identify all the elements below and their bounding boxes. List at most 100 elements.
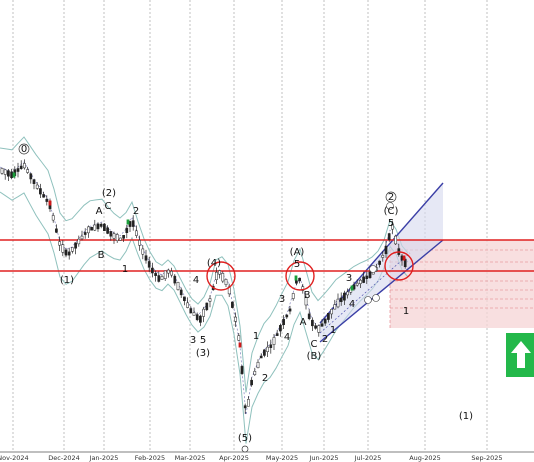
candle-body bbox=[359, 279, 362, 284]
candle-body bbox=[275, 333, 279, 336]
candle-body bbox=[131, 220, 135, 227]
candle-body bbox=[71, 247, 74, 252]
wave-label: (B) bbox=[307, 351, 322, 362]
candle-body bbox=[176, 282, 180, 290]
candle-body bbox=[336, 298, 340, 308]
candle-body bbox=[394, 235, 397, 245]
candle-body bbox=[58, 241, 61, 246]
signal-arrow bbox=[506, 333, 534, 377]
wave-label: 4 bbox=[284, 332, 290, 343]
candle-body bbox=[67, 251, 71, 256]
wave-label: 4 bbox=[349, 299, 355, 310]
candle-body bbox=[346, 291, 349, 296]
candle-body bbox=[189, 308, 193, 314]
candle-body bbox=[323, 318, 327, 324]
candle-body bbox=[333, 304, 337, 310]
wave-label: (3) bbox=[196, 348, 210, 359]
tick-label: Jun-2025 bbox=[308, 454, 338, 462]
candle-body bbox=[295, 280, 298, 284]
candle-body bbox=[195, 314, 199, 321]
candle-body bbox=[291, 293, 295, 299]
mini-marker bbox=[364, 296, 372, 304]
wave-label: B bbox=[304, 290, 311, 301]
candle-body bbox=[298, 277, 301, 282]
candle-body bbox=[29, 173, 33, 180]
candle-body bbox=[16, 168, 20, 172]
signal-marker bbox=[126, 219, 130, 225]
candle-body bbox=[307, 313, 311, 319]
candle-body bbox=[77, 238, 81, 245]
candle-body bbox=[327, 312, 330, 320]
candle-body bbox=[282, 318, 285, 326]
candle-body bbox=[387, 233, 391, 241]
candle-body bbox=[3, 169, 7, 175]
candle-body bbox=[208, 298, 212, 302]
candle-body bbox=[320, 323, 324, 327]
candle-body bbox=[0, 168, 4, 174]
candle-body bbox=[10, 171, 13, 179]
channel-fill bbox=[320, 183, 443, 342]
wave-labels: 0(1)AB(2)C12(4)43 5(3)(5)12(A)53 B4AC(B)12… bbox=[18, 143, 473, 453]
candle-body bbox=[362, 276, 365, 283]
wave-label: 3 bbox=[279, 294, 285, 305]
candle-body bbox=[74, 242, 77, 249]
wave-label: B bbox=[98, 250, 105, 261]
tick-label: Nov-2024 bbox=[0, 454, 29, 462]
candle-body bbox=[183, 296, 186, 302]
candle-body bbox=[23, 163, 26, 169]
tick-label: Dec-2024 bbox=[48, 454, 79, 462]
candle-body bbox=[163, 270, 167, 279]
candle-body bbox=[237, 335, 241, 341]
candle-body bbox=[87, 226, 90, 234]
candle-body bbox=[317, 325, 321, 333]
candle-body bbox=[141, 248, 145, 255]
candle-body bbox=[240, 366, 244, 374]
candle-body bbox=[266, 346, 269, 352]
wave-ring bbox=[385, 191, 397, 203]
x-axis: Nov-2024 Dec-2024 Jan-2025 Feb-2025 Mar-2025… bbox=[0, 451, 534, 462]
tick-label: Jul-2025 bbox=[354, 454, 382, 462]
mini-marker bbox=[369, 265, 377, 273]
candle-body bbox=[221, 273, 225, 282]
resistance-lines bbox=[0, 239, 534, 272]
tick-label: Apr-2025 bbox=[219, 454, 249, 462]
candle-body bbox=[279, 325, 282, 332]
candle-body bbox=[119, 237, 122, 241]
signal-marker bbox=[402, 255, 406, 261]
mini-marker bbox=[386, 202, 394, 210]
candle-body bbox=[339, 297, 343, 302]
candle-body bbox=[218, 270, 221, 275]
wave-ring bbox=[18, 143, 30, 155]
candle-body bbox=[378, 260, 381, 265]
candle-body bbox=[205, 302, 209, 311]
candle-body bbox=[157, 275, 161, 282]
candle-body bbox=[39, 188, 42, 195]
wave-label: 5 bbox=[294, 259, 300, 270]
candle-body bbox=[80, 235, 84, 240]
wave-label: 1 bbox=[330, 325, 336, 336]
candle-body bbox=[93, 224, 97, 231]
candle-body bbox=[144, 255, 148, 261]
candle-body bbox=[272, 337, 276, 345]
tick-label: Feb-2025 bbox=[135, 454, 165, 462]
highlight-circle bbox=[206, 261, 236, 291]
wave-label: 5 bbox=[388, 218, 394, 229]
candle-body bbox=[109, 231, 113, 237]
wave-label: A bbox=[96, 206, 103, 217]
candle-body bbox=[343, 292, 346, 301]
candle-body bbox=[19, 165, 23, 169]
highlight-circle bbox=[285, 261, 315, 291]
candle-body bbox=[55, 228, 58, 233]
wave-ring bbox=[241, 445, 249, 453]
candle-body bbox=[259, 355, 263, 359]
candle-body bbox=[170, 271, 173, 276]
candle-body bbox=[192, 312, 196, 316]
candle-body bbox=[381, 255, 385, 258]
candle-body bbox=[135, 230, 138, 236]
candle-body bbox=[64, 249, 68, 256]
bollinger-mid bbox=[0, 161, 409, 416]
signal-marker bbox=[48, 200, 52, 206]
candle-body bbox=[304, 297, 308, 306]
